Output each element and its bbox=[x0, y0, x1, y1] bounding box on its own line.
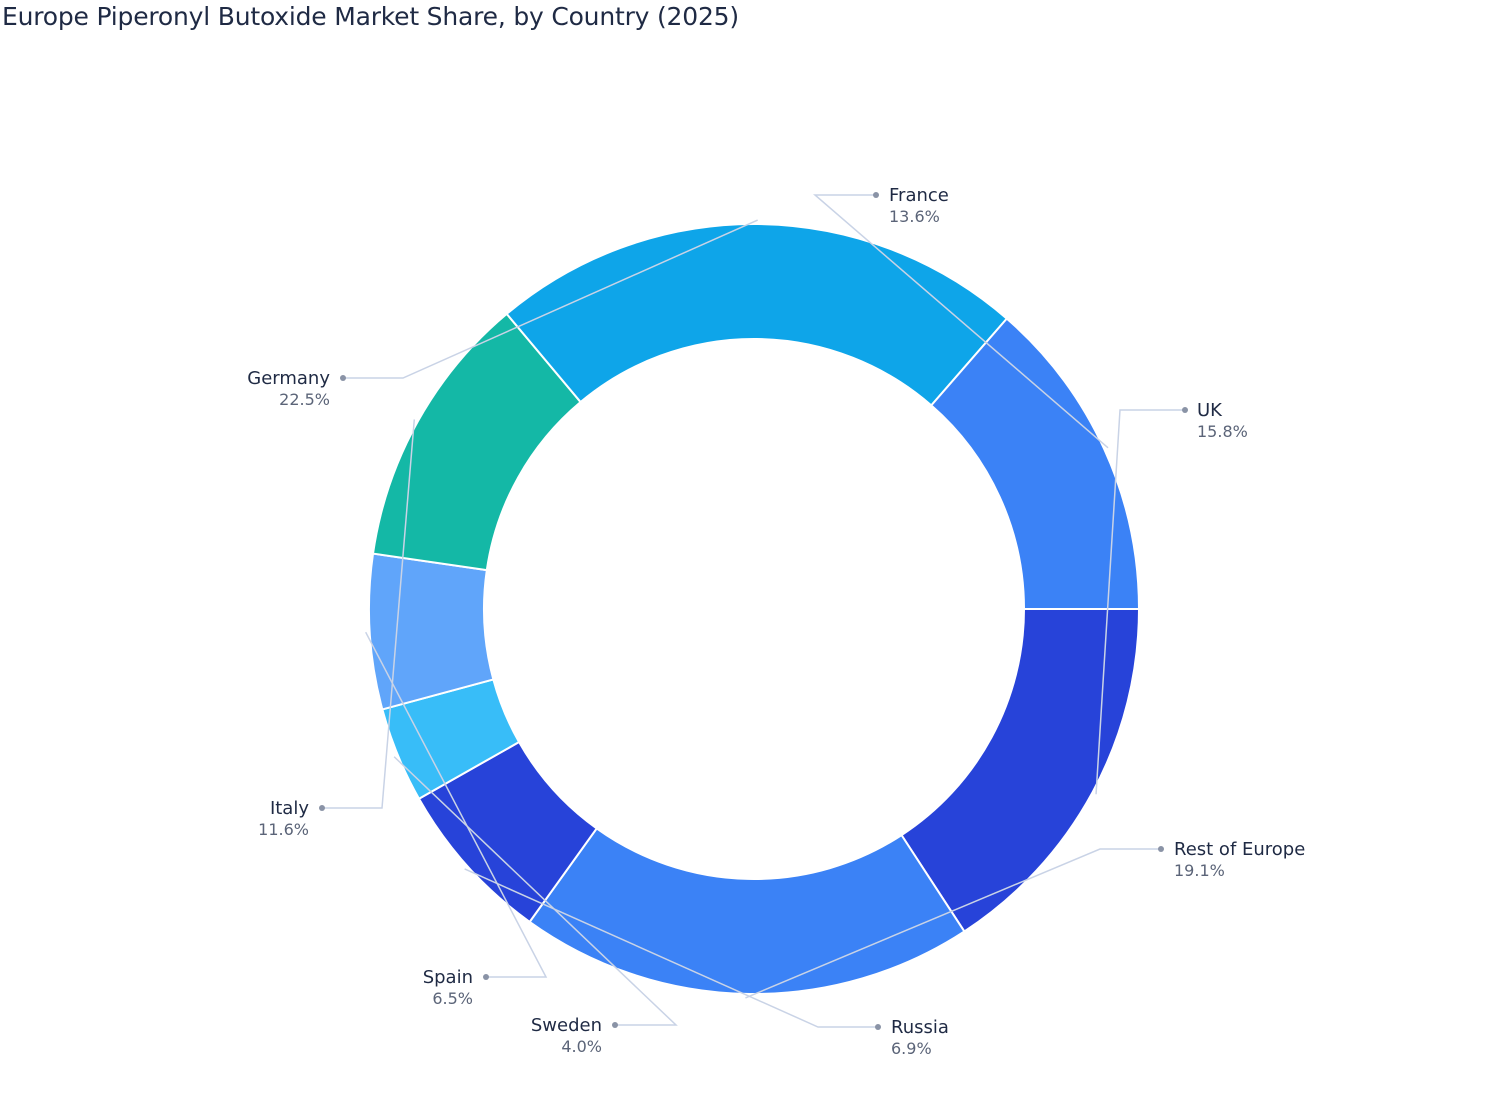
slice-value-germany: 22.5% bbox=[279, 390, 330, 409]
slice-value-spain: 6.5% bbox=[432, 989, 473, 1008]
slice-label-france: France bbox=[889, 185, 949, 206]
slice-value-italy: 11.6% bbox=[258, 820, 309, 839]
leader-line-sweden bbox=[393, 756, 678, 1026]
slice-rest-of-europe[interactable] bbox=[528, 827, 966, 995]
chart-title: Europe Piperonyl Butoxide Market Share, … bbox=[2, 2, 739, 31]
slice-label-spain: Spain bbox=[423, 967, 473, 988]
slice-value-sweden: 4.0% bbox=[561, 1037, 602, 1056]
slice-label-sweden: Sweden bbox=[531, 1015, 602, 1036]
leader-line-russia bbox=[464, 868, 878, 1028]
leader-dot-france bbox=[873, 192, 879, 198]
slice-label-russia: Russia bbox=[891, 1017, 949, 1038]
slice-value-france: 13.6% bbox=[889, 207, 940, 226]
leader-dot-rest-of-europe bbox=[1158, 846, 1164, 852]
leader-line-france bbox=[812, 194, 1109, 449]
slice-germany[interactable] bbox=[505, 223, 1009, 407]
leader-line-rest-of-europe bbox=[745, 848, 1161, 999]
leader-dot-spain bbox=[483, 974, 489, 980]
slice-label-uk: UK bbox=[1197, 400, 1223, 421]
slice-value-rest-of-europe: 19.1% bbox=[1174, 861, 1225, 880]
leader-dot-russia bbox=[875, 1024, 881, 1030]
slice-france[interactable] bbox=[929, 317, 1141, 610]
leader-dot-italy bbox=[319, 805, 325, 811]
leader-dot-germany bbox=[340, 375, 346, 381]
slice-label-germany: Germany bbox=[247, 368, 330, 389]
slice-value-russia: 6.9% bbox=[891, 1039, 932, 1058]
leader-dot-uk bbox=[1182, 407, 1188, 413]
leader-dot-sweden bbox=[612, 1022, 618, 1028]
leader-lines bbox=[319, 192, 1188, 1030]
leader-line-spain bbox=[365, 631, 548, 978]
leader-line-italy bbox=[322, 419, 416, 809]
leader-line-uk bbox=[1095, 409, 1185, 795]
slice-label-rest-of-europe: Rest of Europe bbox=[1174, 839, 1305, 860]
leader-line-germany bbox=[343, 219, 758, 379]
slice-label-italy: Italy bbox=[270, 798, 309, 819]
slice-value-uk: 15.8% bbox=[1197, 422, 1248, 441]
